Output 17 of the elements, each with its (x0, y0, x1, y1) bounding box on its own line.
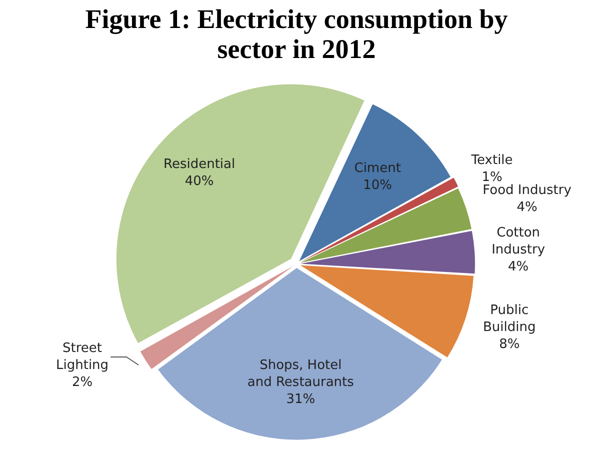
data-label: 2% (72, 374, 93, 390)
slice-label: Public Building (483, 302, 536, 335)
chart-title: Figure 1: Electricity consumption by sector in 2012 (84, 4, 509, 64)
data-label: 4% (508, 260, 529, 275)
data-label: 4% (516, 200, 538, 216)
data-label: 1% (482, 170, 502, 186)
slice-label: Ciment (354, 160, 401, 176)
slice-label: Food Industry (482, 183, 572, 198)
slice-label: Shops, Hotel and Restaurants (247, 358, 354, 390)
data-label: 8% (499, 336, 520, 352)
data-label: 31% (286, 392, 316, 408)
slice-label: Street Lighting (56, 340, 109, 373)
slice-label: Residential (164, 157, 236, 172)
slice-label: Textile (470, 153, 513, 168)
slice-label: Cotton Industry (492, 226, 546, 258)
data-label: 40% (184, 174, 214, 190)
data-label: 10% (363, 178, 392, 193)
